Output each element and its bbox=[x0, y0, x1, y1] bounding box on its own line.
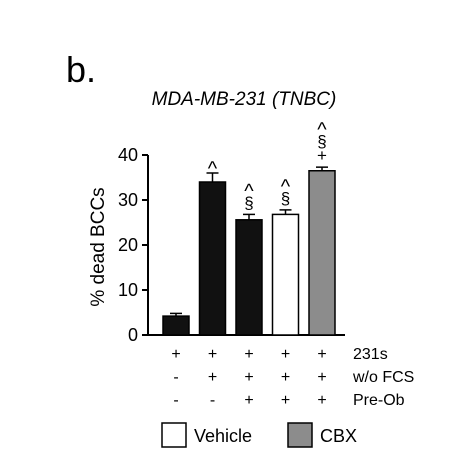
condition-label: 231s bbox=[353, 346, 388, 363]
condition-sign: + bbox=[244, 346, 253, 363]
condition-sign: + bbox=[317, 369, 326, 386]
chart-title: MDA-MB-231 (TNBC) bbox=[152, 89, 337, 110]
condition-sign: - bbox=[173, 392, 178, 409]
condition-sign: - bbox=[173, 369, 178, 386]
significance-section: § bbox=[281, 189, 290, 208]
condition-table: + + + + +231s - + + + + w/o FCS - - + + + Pre-Ob bbox=[171, 346, 414, 409]
condition-sign: + bbox=[281, 392, 290, 409]
condition-sign: + bbox=[317, 346, 326, 363]
significance-plus: + bbox=[317, 146, 327, 165]
significance-section: § bbox=[317, 132, 326, 151]
condition-sign: + bbox=[244, 392, 253, 409]
legend-label: Vehicle bbox=[194, 426, 252, 446]
panel-label: b. bbox=[66, 49, 96, 90]
condition-sign: - bbox=[210, 392, 215, 409]
y-tick-label: 0 bbox=[128, 325, 138, 345]
bar bbox=[235, 219, 263, 336]
significance-section: § bbox=[244, 193, 253, 212]
condition-sign: + bbox=[171, 346, 180, 363]
y-tick-label: 10 bbox=[118, 280, 138, 300]
significance-caret: ^ bbox=[281, 176, 291, 198]
condition-sign: + bbox=[281, 346, 290, 363]
condition-label: Pre-Ob bbox=[353, 392, 405, 409]
significance-caret: ^ bbox=[244, 180, 254, 202]
y-axis-label: % dead BCCs bbox=[88, 187, 109, 306]
condition-sign: + bbox=[244, 369, 253, 386]
legend-swatch bbox=[287, 422, 313, 448]
legend: Vehicle CBX bbox=[161, 422, 357, 448]
condition-sign: + bbox=[281, 369, 290, 386]
legend-swatch bbox=[161, 422, 187, 448]
significance-caret: ^ bbox=[317, 119, 327, 141]
y-tick-label: 20 bbox=[118, 235, 138, 255]
condition-sign: + bbox=[317, 392, 326, 409]
y-tick-label: 30 bbox=[118, 190, 138, 210]
condition-sign: + bbox=[208, 369, 217, 386]
bar bbox=[271, 213, 300, 336]
bar bbox=[198, 181, 227, 336]
legend-label: CBX bbox=[320, 426, 357, 446]
significance-caret: ^ bbox=[208, 158, 218, 180]
condition-sign: + bbox=[208, 346, 217, 363]
bar bbox=[308, 170, 336, 336]
condition-label: w/o FCS bbox=[352, 369, 414, 386]
y-tick-label: 40 bbox=[118, 145, 138, 165]
bar bbox=[162, 315, 190, 336]
